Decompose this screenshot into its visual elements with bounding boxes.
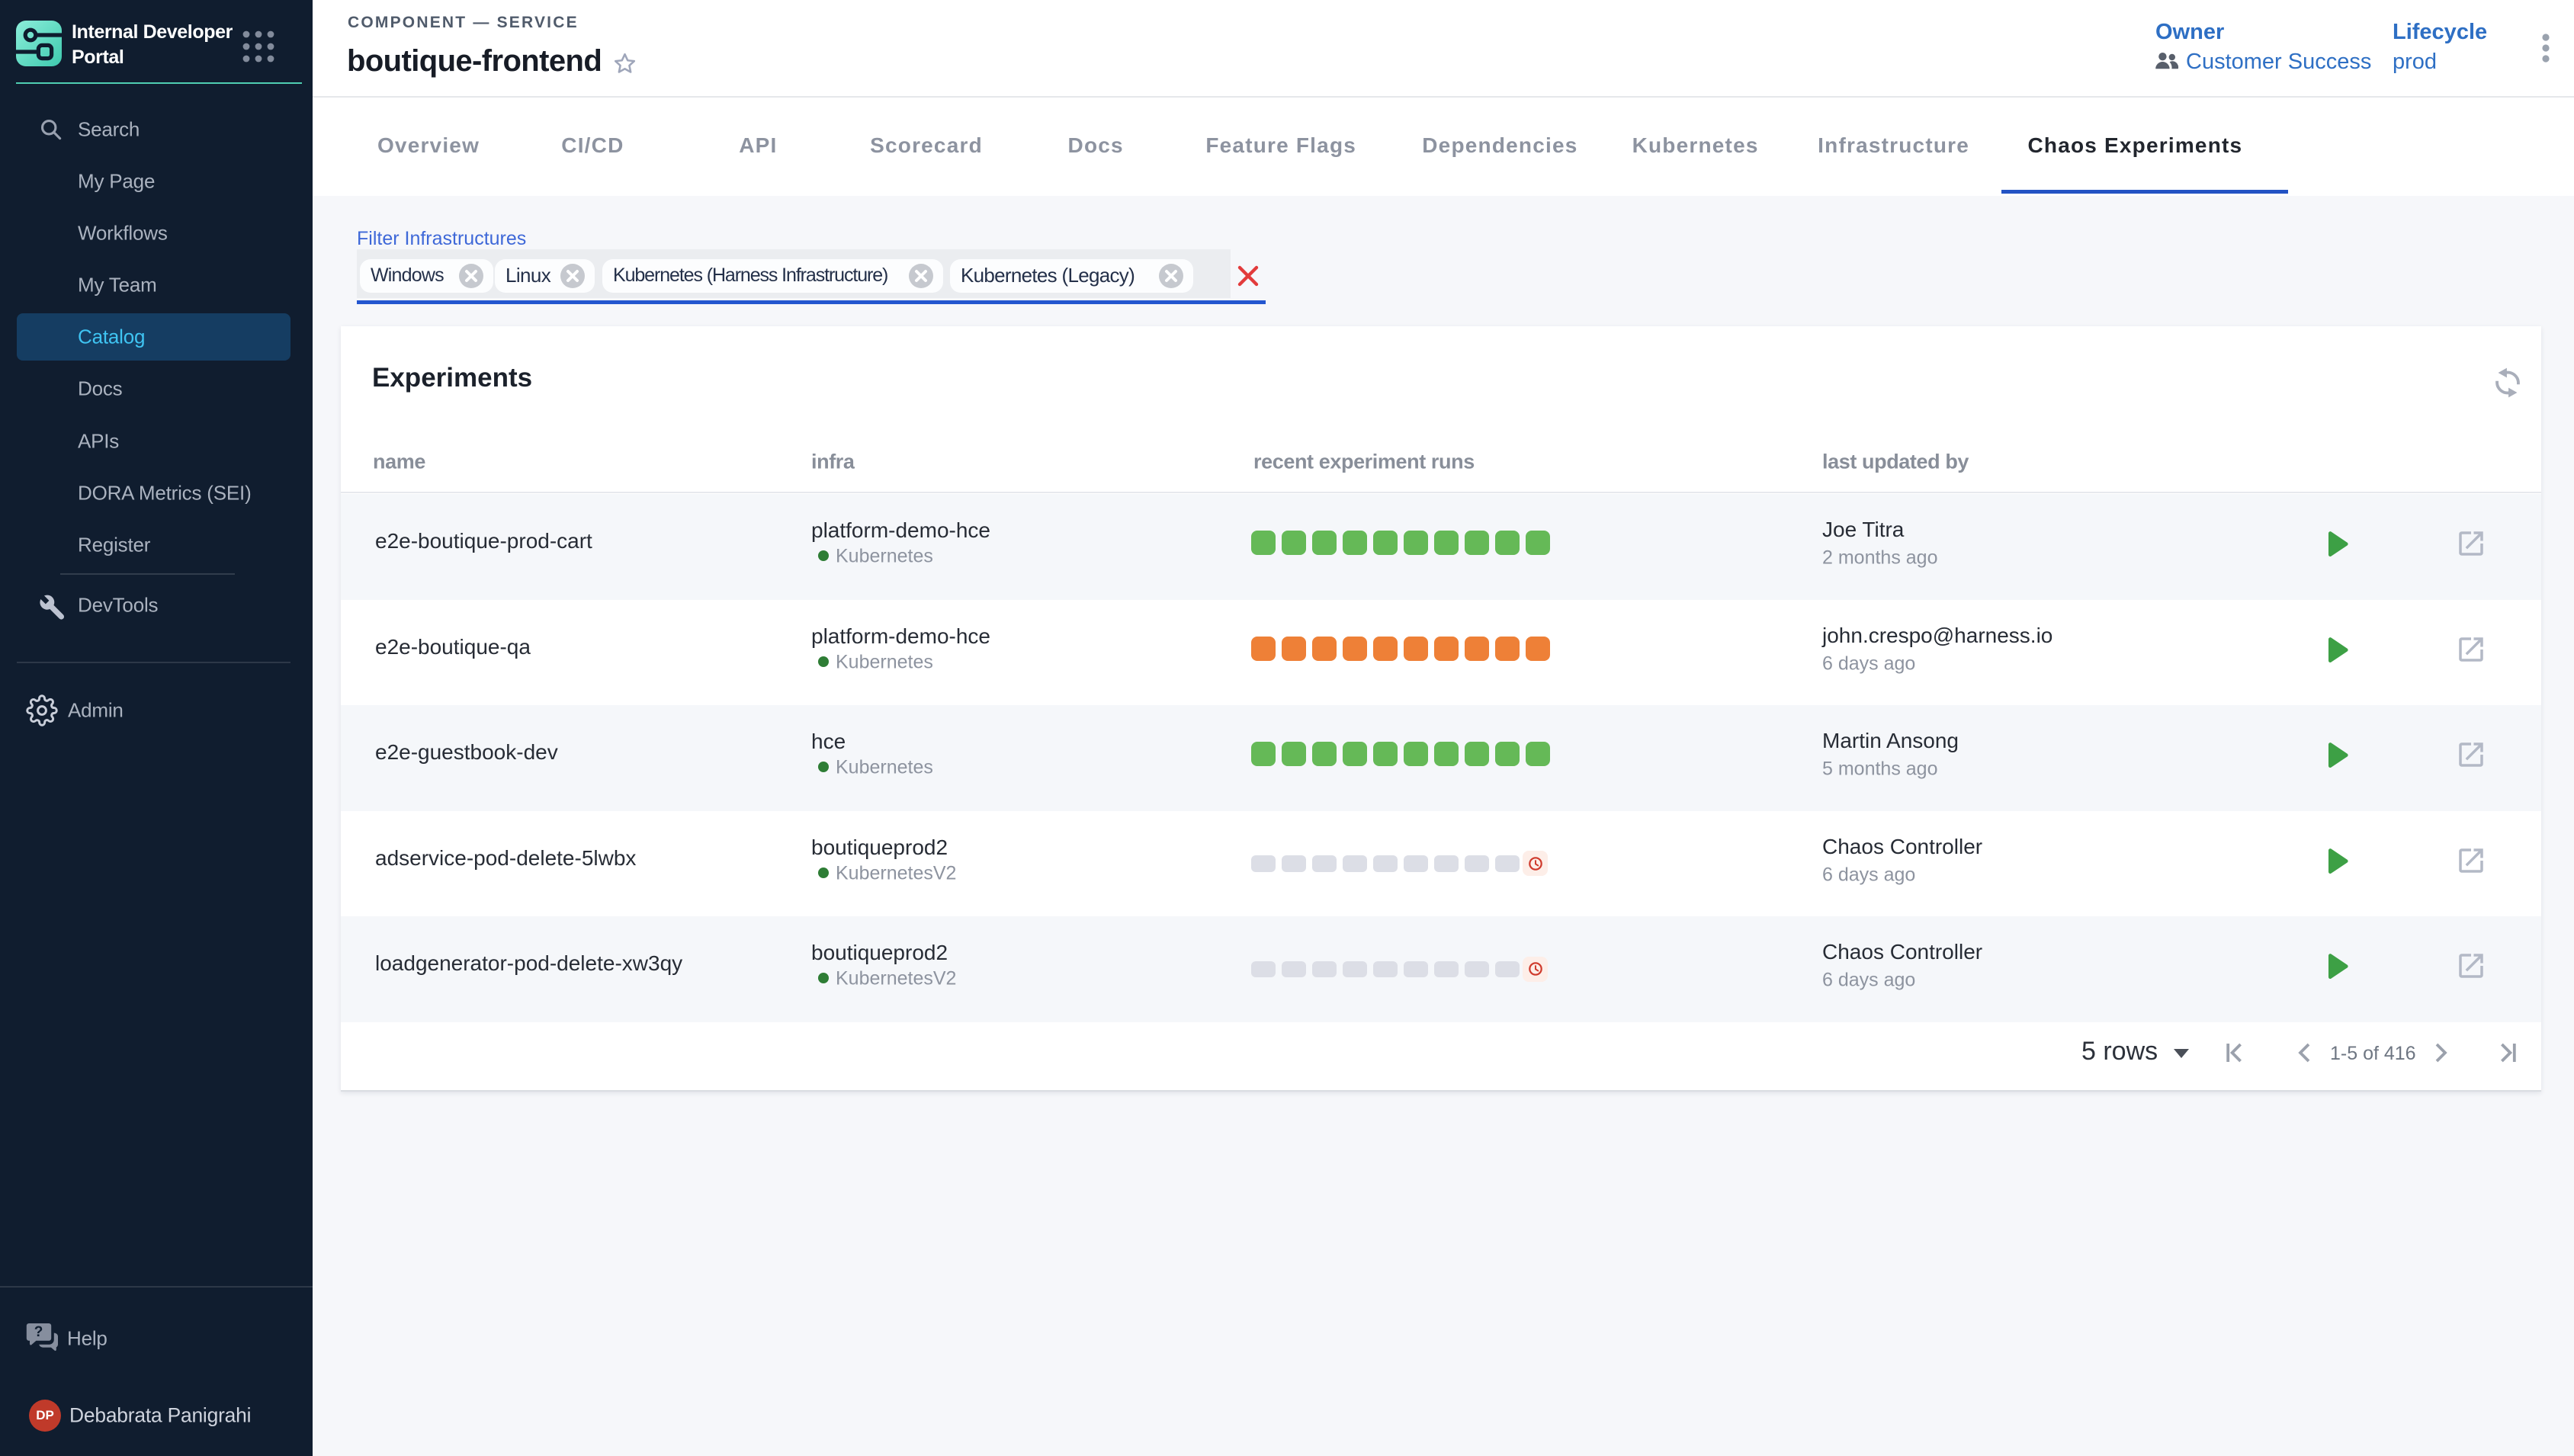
svg-text:?: ? [34, 1324, 43, 1340]
